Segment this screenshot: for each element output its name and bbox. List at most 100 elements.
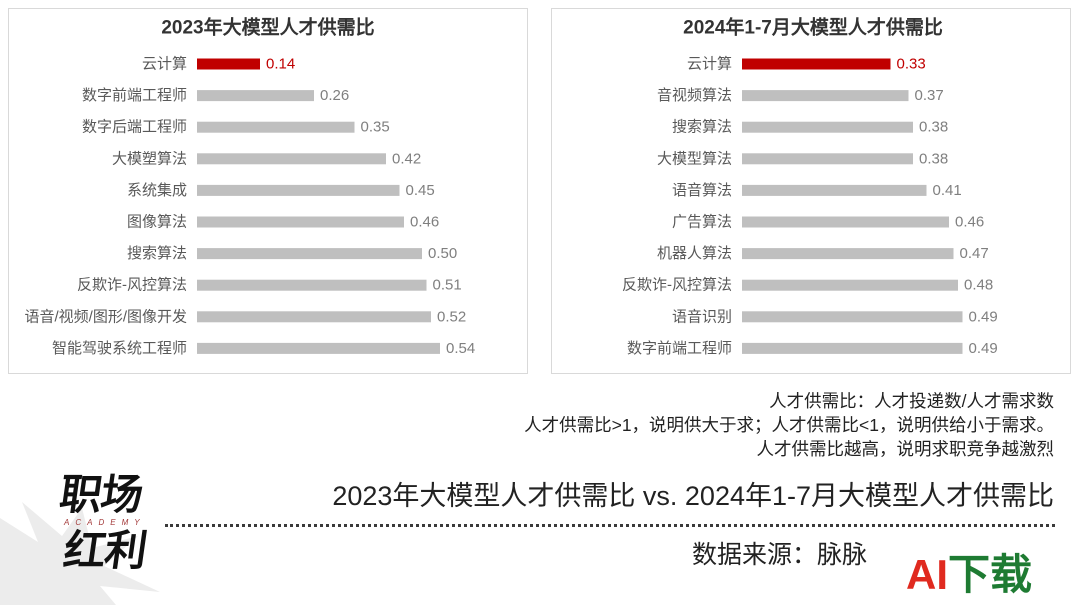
bar: [742, 248, 954, 260]
bar-row: 数字前端工程师 0.49: [627, 340, 998, 357]
value-label: 0.35: [361, 119, 390, 136]
chart-panel-2023: 2023年大模型人才供需比 云计算 0.14 数字前端工程师 0.26 数字后端工程师 0…: [8, 8, 528, 374]
value-label: 0.42: [392, 150, 421, 167]
value-label: 0.46: [955, 214, 984, 231]
bar-row: 反欺诈-风控算法 0.51: [77, 276, 462, 294]
value-label: 0.52: [437, 308, 466, 325]
bar-row: 音视频算法 0.37: [657, 86, 944, 104]
category-label: 智能驾驶系统工程师: [52, 339, 187, 357]
bar: [197, 153, 386, 165]
bar-row: 图像算法 0.46: [127, 213, 439, 231]
bar: [742, 216, 949, 228]
bar: [742, 121, 913, 133]
bar: [742, 342, 963, 354]
value-label: 0.47: [960, 245, 989, 262]
value-label: 0.33: [897, 56, 926, 73]
category-label: 大模塑算法: [112, 149, 187, 167]
bar-row: 大模型算法 0.38: [657, 149, 948, 167]
bar-row: 数字前端工程师 0.26: [82, 87, 349, 104]
comparison-title: 2023年大模型人才供需比 vs. 2024年1-7月大模型人才供需比: [332, 481, 1054, 511]
value-label: 0.54: [446, 340, 475, 357]
bar-row: 语音/视频/图形/图像开发 0.52: [24, 308, 466, 325]
category-label: 系统集成: [127, 182, 187, 199]
value-label: 0.37: [915, 87, 944, 104]
category-label: 反欺诈-风控算法: [622, 276, 732, 294]
logo-subtext: ACADEMY: [64, 518, 146, 527]
bar-row: 搜索算法 0.50: [127, 244, 457, 262]
bar: [742, 90, 909, 102]
bars-group: 云计算 0.14 数字前端工程师 0.26 数字后端工程师 0.35 大模塑算法 0.42 系统…: [24, 55, 475, 357]
category-label: 云计算: [142, 55, 187, 73]
value-label: 0.50: [428, 245, 457, 262]
category-label: 语音算法: [672, 181, 732, 199]
value-label: 0.49: [969, 308, 998, 325]
category-label: 搜索算法: [127, 244, 187, 262]
note-line: 人才供需比越高，说明求职竞争越激烈: [756, 439, 1055, 459]
category-label: 反欺诈-风控算法: [77, 276, 187, 294]
bar: [197, 248, 422, 260]
watermark-logo: AI下载: [906, 550, 1032, 600]
value-label: 0.45: [406, 182, 435, 199]
value-label: 0.38: [919, 119, 948, 136]
bar-chart-2024: 2024年1-7月大模型人才供需比 云计算 0.33 音视频算法 0.37 搜索算法 0.…: [622, 16, 998, 357]
logo-text-top: 职场: [56, 471, 146, 518]
category-label: 机器人算法: [657, 244, 732, 262]
category-label: 图像算法: [127, 213, 187, 231]
bar: [197, 279, 427, 291]
value-label: 0.41: [933, 182, 962, 199]
watermark-letter: I: [936, 551, 949, 598]
bar: [742, 58, 891, 70]
bar: [197, 342, 440, 354]
starburst-decoration: [0, 502, 160, 605]
bar-row: 搜索算法 0.38: [672, 118, 948, 136]
bar: [742, 311, 963, 323]
category-label: 广告算法: [672, 213, 732, 231]
value-label: 0.46: [410, 214, 439, 231]
bar-row: 语音算法 0.41: [672, 181, 962, 199]
data-source: 数据来源：脉脉: [692, 541, 868, 569]
bar-row: 云计算 0.14: [142, 55, 295, 73]
bar: [197, 184, 400, 196]
value-label: 0.38: [919, 150, 948, 167]
note-line: 人才供需比：人才投递数/人才需求数: [769, 391, 1054, 411]
category-label: 数字后端工程师: [82, 119, 187, 136]
bar-row: 智能驾驶系统工程师 0.54: [52, 339, 475, 357]
bar-row: 机器人算法 0.47: [657, 244, 989, 262]
chart-title: 2023年大模型人才供需比: [161, 16, 374, 39]
category-label: 语音/视频/图形/图像开发: [24, 308, 187, 325]
logo-text-bottom: 红利: [60, 527, 150, 574]
bar: [742, 279, 958, 291]
bar: [197, 311, 431, 323]
dotted-divider: [165, 524, 1055, 527]
category-label: 语音识别: [672, 308, 732, 325]
definition-notes: 人才供需比：人才投递数/人才需求数 人才供需比>1，说明供大于求；人才供需比<1…: [524, 389, 1054, 461]
bar: [197, 90, 314, 102]
watermark-letter: A: [906, 551, 937, 598]
watermark-text: 下载: [948, 551, 1033, 598]
value-label: 0.49: [969, 340, 998, 357]
bar-row: 数字后端工程师 0.35: [82, 119, 390, 136]
bar-row: 系统集成 0.45: [127, 182, 435, 199]
chart-panel-2024: 2024年1-7月大模型人才供需比 云计算 0.33 音视频算法 0.37 搜索算法 0.…: [551, 8, 1071, 374]
bar: [197, 58, 260, 70]
note-line: 人才供需比>1，说明供大于求；人才供需比<1，说明供给小于需求。: [524, 415, 1054, 435]
bar: [742, 184, 927, 196]
category-label: 搜索算法: [672, 118, 732, 136]
bar: [742, 153, 913, 165]
value-label: 0.26: [320, 87, 349, 104]
bar-row: 大模塑算法 0.42: [112, 149, 421, 167]
brand-logo: 职场 ACADEMY 红利: [56, 471, 170, 574]
bar-row: 语音识别 0.49: [672, 308, 998, 325]
value-label: 0.48: [964, 277, 993, 294]
category-label: 数字前端工程师: [82, 87, 187, 104]
bars-group: 云计算 0.33 音视频算法 0.37 搜索算法 0.38 大模型算法 0.38 语音算法 0.4…: [622, 55, 998, 357]
value-label: 0.51: [433, 277, 462, 294]
bar-row: 广告算法 0.46: [672, 213, 984, 231]
bar-row: 反欺诈-风控算法 0.48: [622, 276, 993, 294]
category-label: 大模型算法: [657, 149, 732, 167]
value-label: 0.14: [266, 56, 295, 73]
category-label: 音视频算法: [657, 86, 732, 104]
category-label: 云计算: [687, 55, 732, 73]
bar: [197, 216, 404, 228]
bar: [197, 121, 355, 133]
